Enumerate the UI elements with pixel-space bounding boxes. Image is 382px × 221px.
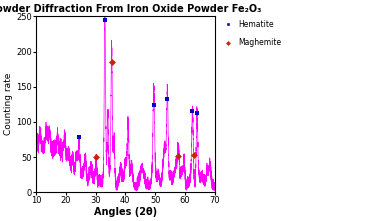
X-axis label: Angles (2θ): Angles (2θ) — [94, 207, 157, 217]
Title: Powder Diffraction From Iron Oxide Powder Fe₂O₃: Powder Diffraction From Iron Oxide Powde… — [0, 4, 262, 14]
Y-axis label: Counting rate: Counting rate — [4, 73, 13, 135]
Legend: Hematite, Maghemite: Hematite, Maghemite — [220, 20, 281, 47]
